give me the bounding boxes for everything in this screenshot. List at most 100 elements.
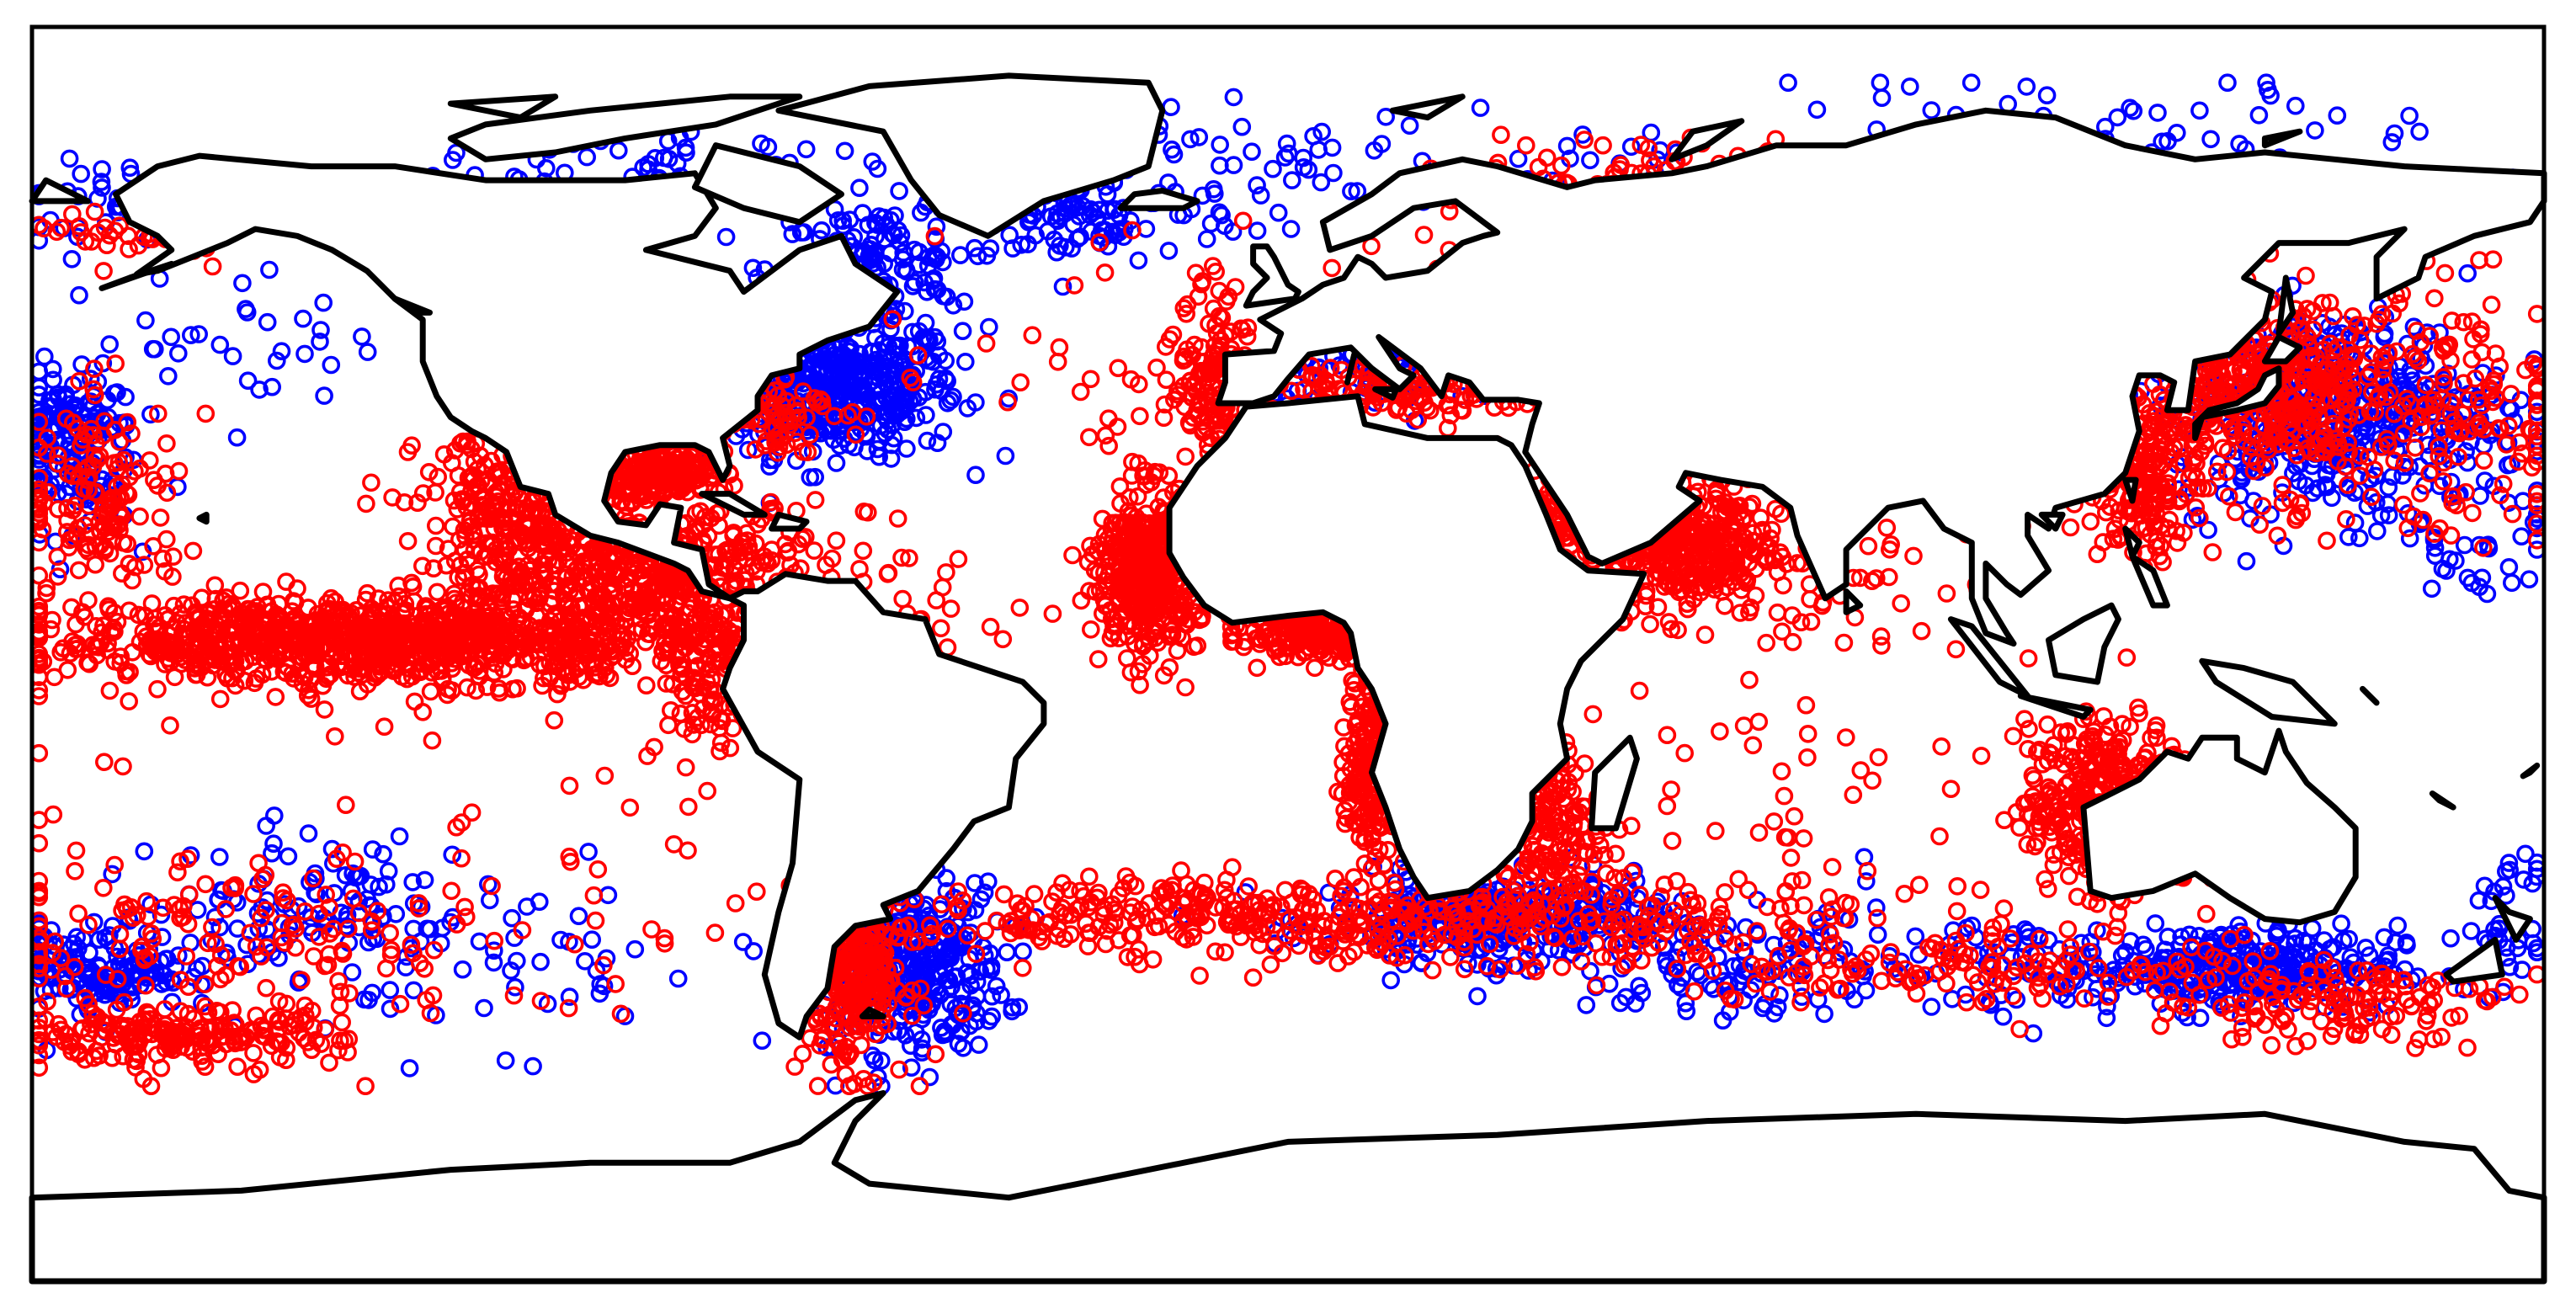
blue-observation-point — [933, 1025, 952, 1045]
blue-observation-point — [1062, 195, 1080, 215]
blue-observation-point — [966, 466, 985, 485]
blue-observation-point — [934, 286, 953, 306]
blue-observation-point — [1581, 961, 1599, 981]
blue-observation-point — [938, 393, 957, 412]
blue-observation-point — [952, 994, 971, 1014]
blue-observation-point — [916, 313, 935, 333]
blue-observation-point — [886, 300, 906, 318]
blue-observation-point — [845, 376, 865, 395]
blue-observation-point — [753, 1031, 772, 1050]
blue-observation-point — [2323, 938, 2343, 956]
blue-observation-point — [1159, 242, 1179, 260]
blue-observation-point — [966, 238, 984, 258]
blue-observation-point — [1129, 251, 1148, 270]
blue-observation-point — [966, 393, 985, 412]
blue-observation-point — [886, 355, 905, 374]
blue-observation-point — [967, 987, 987, 1006]
blue-observation-point — [951, 1022, 971, 1040]
blue-observation-point — [1051, 237, 1069, 255]
blue-observation-point — [859, 216, 878, 235]
blue-observation-point — [903, 322, 922, 342]
blue-observation-point — [863, 1046, 882, 1065]
blue-observation-point — [838, 337, 857, 355]
blue-observation-point — [882, 435, 902, 455]
blue-observation-point — [938, 371, 956, 391]
blue-observation-point — [897, 389, 915, 408]
blue-observation-point — [951, 246, 970, 264]
blue-observation-point — [863, 254, 882, 273]
blue-observation-point — [879, 370, 898, 389]
observation-points-layer — [29, 73, 2547, 1095]
blue-observation-point — [1064, 215, 1083, 234]
blue-observation-point — [872, 1051, 891, 1070]
blue-observation-point — [801, 468, 820, 487]
blue-observation-point — [927, 217, 946, 237]
blue-observation-point — [2398, 936, 2416, 955]
blue-observation-point — [812, 221, 831, 240]
blue-observation-point — [902, 1058, 921, 1077]
blue-observation-point — [1012, 235, 1030, 254]
blue-observation-point — [2269, 923, 2287, 942]
blue-observation-point — [1094, 228, 1114, 247]
blue-observation-point — [881, 320, 900, 338]
blue-observation-point — [928, 247, 946, 266]
blue-observation-point — [863, 343, 882, 361]
blue-observation-point — [716, 227, 736, 247]
blue-observation-point — [928, 434, 947, 453]
blue-observation-point — [971, 890, 991, 909]
blue-observation-point — [937, 869, 955, 887]
blue-observation-point — [783, 225, 802, 243]
blue-observation-point — [850, 178, 869, 197]
blue-observation-point — [889, 221, 907, 240]
blue-observation-point — [820, 417, 838, 436]
blue-observation-point — [1073, 197, 1092, 216]
blue-observation-point — [1093, 221, 1111, 240]
blue-observation-point — [941, 391, 961, 410]
blue-observation-point — [923, 352, 943, 371]
blue-observation-point — [1197, 230, 1216, 248]
blue-observation-point — [969, 1035, 988, 1054]
blue-observation-point — [2172, 928, 2190, 946]
blue-observation-point — [854, 364, 872, 383]
blue-observation-point — [944, 295, 963, 315]
blue-observation-point — [2379, 946, 2398, 965]
blue-observation-point — [877, 388, 896, 407]
blue-observation-point — [2146, 914, 2165, 933]
blue-observation-point — [919, 333, 938, 352]
blue-observation-point — [738, 440, 758, 460]
blue-observation-point — [1053, 277, 1072, 296]
blue-observation-point — [977, 960, 996, 978]
blue-observation-point — [1381, 971, 1400, 990]
blue-observation-point — [905, 961, 924, 981]
blue-observation-point — [956, 352, 975, 371]
blue-observation-point — [896, 1026, 915, 1045]
blue-observation-point — [838, 358, 858, 376]
blue-observation-point — [1038, 221, 1057, 241]
blue-observation-point — [910, 242, 929, 262]
blue-observation-point — [936, 351, 955, 370]
blue-observation-point — [896, 301, 914, 321]
blue-observation-point — [2339, 929, 2358, 949]
blue-observation-point — [955, 292, 974, 311]
blue-observation-point — [1003, 239, 1022, 258]
blue-observation-point — [966, 874, 984, 892]
blue-observation-point — [2158, 928, 2178, 946]
blue-observation-point — [833, 216, 853, 236]
blue-observation-point — [949, 1035, 968, 1053]
blue-observation-point — [982, 1007, 1001, 1026]
blue-observation-point — [979, 872, 998, 891]
blue-observation-point — [2332, 914, 2350, 933]
blue-observation-point — [878, 412, 897, 430]
blue-observation-point — [953, 322, 972, 341]
blue-observation-point — [918, 431, 937, 450]
blue-observation-point — [906, 273, 924, 292]
blue-observation-point — [1048, 204, 1067, 223]
blue-observation-point — [2098, 997, 2116, 1016]
blue-observation-point — [927, 375, 946, 394]
blue-observation-point — [1269, 203, 1288, 222]
blue-observation-point — [968, 247, 987, 266]
blue-observation-point — [996, 446, 1015, 466]
blue-observation-point — [743, 258, 763, 278]
